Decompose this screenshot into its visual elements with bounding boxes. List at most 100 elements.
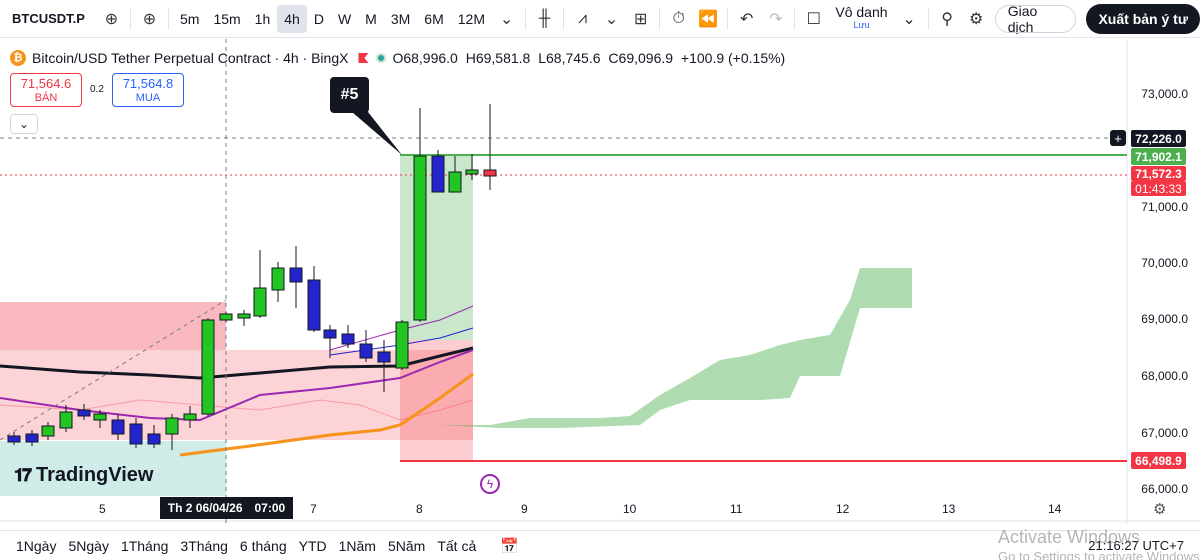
chevron-down-icon[interactable]: ⌄	[604, 10, 619, 28]
price-tick: 67,000.0	[1141, 426, 1188, 440]
publish-button[interactable]: Xuất bản ý tư	[1086, 3, 1200, 34]
price-tick: 73,000.0	[1141, 87, 1188, 101]
bitcoin-icon: ₿	[10, 50, 26, 66]
chart-settings-icon[interactable]: ⚙	[1153, 501, 1167, 518]
candle	[271, 262, 285, 302]
chart-legend: ₿ Bitcoin/USD Tether Perpetual Contract …	[10, 50, 789, 66]
price-tick: 71,000.0	[1141, 200, 1188, 214]
time-tick: 14	[1048, 502, 1062, 516]
candle-body	[183, 413, 197, 421]
candle	[77, 404, 91, 420]
timeframe-1h[interactable]: 1h	[254, 10, 271, 27]
candle-body	[395, 321, 409, 369]
candle	[448, 156, 462, 193]
replay-icon[interactable]: ⏪	[698, 10, 719, 28]
target-price-tag: 71,902.1	[1131, 148, 1186, 165]
flag-icon[interactable]	[358, 53, 369, 63]
time-tick: 8	[416, 502, 423, 516]
activate-windows-watermark: Activate Windows Go to Settings to activ…	[998, 527, 1200, 560]
redo-icon[interactable]: ↷	[769, 10, 783, 28]
candle-body	[59, 411, 73, 429]
candle-body	[129, 423, 143, 445]
calendar-icon[interactable]: 📅	[500, 537, 519, 555]
callout-pointer	[352, 112, 402, 155]
buy-button[interactable]: 71,564.8 MUA	[112, 73, 184, 107]
utc-clock[interactable]: 21:16:27 UTC+7	[1088, 538, 1184, 553]
watermark-line1: Activate Windows	[998, 527, 1141, 547]
sell-button[interactable]: 71,564.6 BÁN	[10, 73, 82, 107]
watermark-line2: Go to Settings to activate Windows.	[998, 549, 1200, 560]
top-toolbar: BTCUSDT.P ⊕ ⊕ 5m 15m 1h 4h D W M 3M 6M 1…	[0, 0, 1200, 38]
candle-body	[219, 313, 233, 321]
chevron-down-icon[interactable]: ⌄	[902, 10, 916, 28]
lightning-icon[interactable]: ϟ	[480, 474, 500, 494]
chevron-down-icon[interactable]: ⌄	[499, 10, 514, 28]
save-layout-title: Vô danh	[835, 3, 888, 20]
candle	[147, 425, 161, 448]
range-bar: 1Ngày 5Ngày 1Tháng 3Tháng 6 tháng YTD 1N…	[0, 530, 1200, 560]
indicators-icon[interactable]: ⩘	[578, 9, 588, 27]
symbol-search[interactable]: BTCUSDT.P	[12, 11, 85, 26]
range-5d[interactable]: 5Ngày	[68, 537, 109, 554]
future-cloud	[440, 268, 912, 428]
candle	[25, 430, 39, 446]
range-3m[interactable]: 3Tháng	[180, 537, 228, 554]
quick-search-icon[interactable]: ⚲	[941, 10, 953, 28]
range-6m[interactable]: 6 tháng	[239, 537, 287, 554]
trade-button[interactable]: Giao dịch	[994, 3, 1077, 35]
tradingview-logo[interactable]: 𝟏𝟕 TradingView	[14, 464, 153, 487]
layouts-icon[interactable]: ⊞	[634, 10, 648, 28]
save-layout-button[interactable]: Vô danh Lưu	[828, 5, 894, 33]
timeframe-w[interactable]: W	[337, 10, 352, 27]
candle	[465, 154, 479, 180]
candle	[307, 266, 321, 332]
candle-body	[271, 267, 285, 291]
range-1m[interactable]: 1Tháng	[120, 537, 169, 554]
fast-ma-line	[0, 349, 474, 422]
candle	[219, 312, 233, 322]
timeframe-3m[interactable]: 3M	[390, 10, 411, 27]
range-5y[interactable]: 5Năm	[387, 537, 426, 554]
chevron-down-icon[interactable]: ⌄	[10, 114, 38, 134]
time-tick: 10	[623, 502, 637, 516]
sell-price: 71,564.6	[20, 76, 72, 91]
candle-body	[341, 333, 355, 345]
sell-label: BÁN	[34, 92, 58, 104]
price-tick: 66,000.0	[1141, 482, 1188, 496]
candle	[413, 108, 427, 322]
candle-type-icon[interactable]: ╫	[538, 9, 551, 27]
candle	[323, 325, 337, 358]
timeframe-12m[interactable]: 12M	[457, 10, 485, 27]
compare-add-icon[interactable]: ⊕	[142, 10, 157, 28]
candle	[165, 414, 179, 450]
add-price-icon[interactable]: +	[1110, 130, 1126, 146]
range-ytd[interactable]: YTD	[298, 537, 327, 554]
callout-label[interactable]: #5	[330, 77, 369, 113]
range-1y[interactable]: 1Năm	[338, 537, 376, 554]
fast-ma-upper-line	[329, 305, 474, 351]
chart-pane[interactable]	[0, 39, 1200, 524]
time-tick: 11	[730, 502, 743, 516]
crosshair-date: Th 2 06/04/26	[167, 501, 243, 515]
alert-icon[interactable]: ⏱	[672, 9, 685, 27]
timeframe-5m[interactable]: 5m	[179, 10, 200, 27]
range-all[interactable]: Tất cả	[437, 537, 477, 554]
range-1d[interactable]: 1Ngày	[16, 537, 57, 554]
tradingview-mark-icon: 𝟏𝟕	[14, 465, 32, 485]
timeframe-6m[interactable]: 6M	[424, 10, 444, 27]
layout-square-icon[interactable]: ☐	[806, 10, 821, 28]
timeframe-15m[interactable]: 15m	[213, 10, 241, 27]
timeframe-m[interactable]: M	[365, 10, 377, 27]
legend-title[interactable]: Bitcoin/USD Tether Perpetual Contract · …	[32, 50, 349, 66]
ohlc-low: L68,745.6	[538, 50, 601, 66]
candle	[253, 250, 267, 318]
watchlist-add-icon[interactable]: ⊕	[104, 10, 119, 28]
time-tick: 12	[836, 502, 850, 516]
timeframe-d[interactable]: D	[313, 10, 324, 27]
candle	[395, 320, 409, 370]
undo-icon[interactable]: ↶	[740, 10, 754, 28]
ema-line	[0, 346, 474, 380]
timeframe-4h[interactable]: 4h	[277, 4, 307, 33]
settings-gear-icon[interactable]: ⚙	[969, 10, 984, 28]
candle-body	[25, 433, 39, 443]
